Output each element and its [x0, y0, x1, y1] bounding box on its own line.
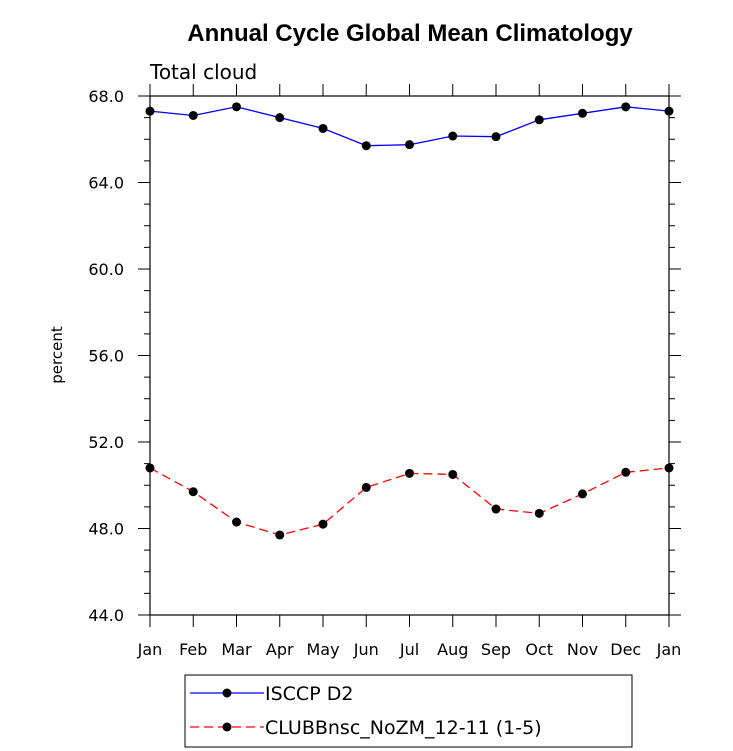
- x-tick-label: May: [306, 640, 339, 659]
- legend-marker-clubb: [222, 722, 232, 732]
- series-1-point-10: [578, 489, 587, 499]
- x-tick-label: Jul: [399, 640, 419, 659]
- legend-box: [184, 674, 633, 748]
- series-1-point-4: [318, 519, 328, 529]
- series-line-0: [149, 106, 670, 147]
- series-0-point-3: [275, 113, 285, 123]
- x-tick-label: Oct: [525, 640, 553, 659]
- series-0-point-9: [534, 115, 544, 125]
- series-0-point-10: [578, 108, 587, 118]
- x-tick-label: Sep: [481, 640, 511, 659]
- series-0-point-4: [318, 123, 328, 133]
- legend-label-isccp: ISCCP D2: [265, 683, 353, 705]
- series-0-point-6: [405, 140, 414, 150]
- series-layer: [145, 102, 674, 540]
- y-tick-label: 48.0: [88, 520, 124, 539]
- y-tick-label: 60.0: [88, 260, 124, 279]
- x-tick-label: Jan: [137, 640, 163, 659]
- plot-frame: [149, 95, 670, 616]
- y-tick-label: 68.0: [88, 87, 124, 106]
- x-tick-label: Mar: [221, 640, 252, 659]
- x-tick-label: Feb: [179, 640, 207, 659]
- series-0-point-11: [621, 102, 631, 112]
- series-1-point-6: [405, 468, 414, 478]
- chart-subtitle: Total cloud: [149, 60, 257, 84]
- series-1-point-12: [664, 463, 674, 473]
- x-tick-label: Aug: [437, 640, 468, 659]
- series-0-point-7: [448, 131, 458, 141]
- y-tick-label: 64.0: [88, 174, 124, 193]
- y-axis-label: percent: [48, 326, 66, 384]
- x-tick-label: Nov: [567, 640, 598, 659]
- series-1-point-3: [275, 530, 285, 540]
- legend: ISCCP D2 CLUBBnsc_NoZM_12-11 (1-5): [184, 674, 633, 748]
- axis-tick-labels: 44.0 48.0 52.0 56.0 60.0 64.0 68.0 Jan Feb Mar Apr…: [88, 87, 681, 659]
- series-0-point-2: [232, 102, 241, 112]
- series-1-point-8: [491, 504, 501, 514]
- series-0-point-0: [145, 106, 155, 116]
- series-0-point-1: [188, 110, 198, 120]
- x-tick-label: Jun: [353, 640, 379, 659]
- y-tick-label: 56.0: [88, 347, 124, 366]
- series-1-point-5: [361, 482, 371, 492]
- x-tick-label: Jan: [656, 640, 682, 659]
- series-line-1: [149, 467, 670, 536]
- axis-ticks: [138, 84, 681, 627]
- series-1-point-2: [232, 517, 241, 527]
- y-tick-label: 52.0: [88, 433, 124, 452]
- x-tick-label: Dec: [610, 640, 641, 659]
- series-1-point-0: [145, 463, 155, 473]
- series-0-point-5: [361, 141, 371, 151]
- chart-title: Annual Cycle Global Mean Climatology: [187, 20, 633, 47]
- series-1-point-9: [534, 508, 544, 518]
- legend-label-clubb: CLUBBnsc_NoZM_12-11 (1-5): [265, 717, 542, 739]
- x-tick-label: Apr: [266, 640, 294, 659]
- series-0-point-12: [664, 106, 674, 116]
- series-0-point-8: [491, 132, 501, 142]
- series-1-point-7: [448, 469, 458, 479]
- series-1-point-11: [621, 467, 631, 477]
- legend-marker-isccp: [222, 688, 232, 698]
- series-1-point-1: [188, 487, 198, 497]
- y-tick-label: 44.0: [88, 606, 124, 625]
